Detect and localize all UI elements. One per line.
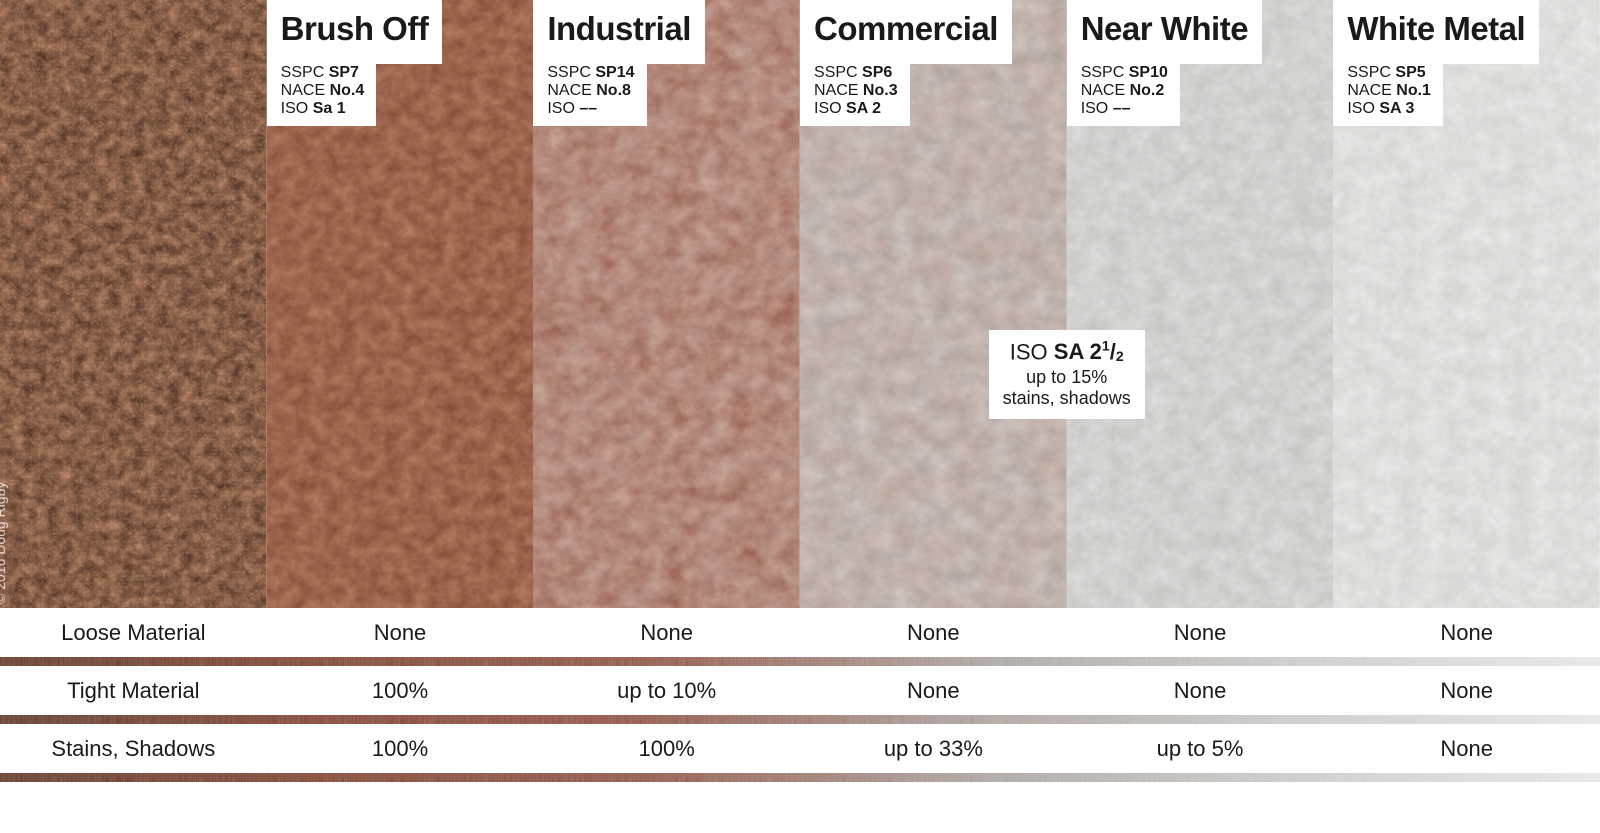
table-row: Stains, Shadows 100% 100% up to 33% up t… xyxy=(0,724,1600,773)
spec-sspc: SSPC SP5 xyxy=(1347,64,1431,82)
row-separator xyxy=(0,773,1600,782)
panel-specs-commercial: SSPC SP6 NACE No.3 ISO SA 2 xyxy=(800,58,910,126)
panel-brush-off: Brush Off SSPC SP7 NACE No.4 ISO Sa 1 xyxy=(267,0,534,608)
panel-label-white-metal: White Metal xyxy=(1333,0,1539,64)
panel-specs-brush-off: SSPC SP7 NACE No.4 ISO Sa 1 xyxy=(267,58,377,126)
row-label: Tight Material xyxy=(0,678,267,704)
table-cell: up to 10% xyxy=(533,678,800,704)
panel-title: White Metal xyxy=(1347,10,1525,48)
spec-sspc: SSPC SP6 xyxy=(814,64,898,82)
table-row: Tight Material 100% up to 10% None None … xyxy=(0,666,1600,715)
texture-heavy-rust xyxy=(0,0,267,608)
spec-iso: ISO SA 2 xyxy=(814,100,898,118)
panel-raw xyxy=(0,0,267,608)
spec-sspc: SSPC SP14 xyxy=(547,64,634,82)
spec-sspc: SSPC SP7 xyxy=(281,64,365,82)
criteria-table: Loose Material None None None None None … xyxy=(0,608,1600,782)
iso-sa-2-half-callout: ISO SA 21/2 up to 15% stains, shadows xyxy=(989,330,1145,419)
callout-desc: stains, shadows xyxy=(1003,388,1131,409)
spec-iso: ISO –– xyxy=(1081,100,1168,118)
spec-nace: NACE No.2 xyxy=(1081,82,1168,100)
row-label: Loose Material xyxy=(0,620,267,646)
table-cell: None xyxy=(1067,620,1334,646)
table-cell: None xyxy=(1333,678,1600,704)
table-cell: up to 5% xyxy=(1067,736,1334,762)
spec-iso: ISO SA 3 xyxy=(1347,100,1431,118)
texture-panels-row: © 2016 Doug Rigby xyxy=(0,0,1600,608)
row-label: Stains, Shadows xyxy=(0,736,267,762)
table-cell: 100% xyxy=(267,736,534,762)
panel-label-industrial: Industrial xyxy=(533,0,705,64)
panel-white-metal: White Metal SSPC SP5 NACE No.1 ISO SA 3 xyxy=(1333,0,1600,608)
panel-title: Near White xyxy=(1081,10,1248,48)
spec-sspc: SSPC SP10 xyxy=(1081,64,1168,82)
callout-iso-line: ISO SA 21/2 xyxy=(1003,338,1131,365)
table-row: Loose Material None None None None None xyxy=(0,608,1600,657)
table-cell: up to 33% xyxy=(800,736,1067,762)
table-cell: 100% xyxy=(533,736,800,762)
spec-iso: ISO –– xyxy=(547,100,634,118)
row-separator xyxy=(0,715,1600,724)
table-cell: 100% xyxy=(267,678,534,704)
panel-label-near-white: Near White xyxy=(1067,0,1262,64)
table-cell: None xyxy=(267,620,534,646)
table-cell: None xyxy=(1333,620,1600,646)
spec-nace: NACE No.4 xyxy=(281,82,365,100)
panel-title: Commercial xyxy=(814,10,998,48)
spec-nace: NACE No.8 xyxy=(547,82,634,100)
panel-specs-industrial: SSPC SP14 NACE No.8 ISO –– xyxy=(533,58,646,126)
callout-percent: up to 15% xyxy=(1003,367,1131,388)
panel-title: Industrial xyxy=(547,10,691,48)
panel-near-white: Near White SSPC SP10 NACE No.2 ISO –– xyxy=(1067,0,1334,608)
row-separator xyxy=(0,657,1600,666)
panel-title: Brush Off xyxy=(281,10,429,48)
panel-label-brush-off: Brush Off xyxy=(267,0,443,64)
panel-specs-near-white: SSPC SP10 NACE No.2 ISO –– xyxy=(1067,58,1180,126)
table-cell: None xyxy=(800,678,1067,704)
spec-iso: ISO Sa 1 xyxy=(281,100,365,118)
surface-prep-comparison-chart: © 2016 Doug Rigby xyxy=(0,0,1600,833)
spec-nace: NACE No.3 xyxy=(814,82,898,100)
table-cell: None xyxy=(1333,736,1600,762)
panel-industrial: Industrial SSPC SP14 NACE No.8 ISO –– xyxy=(533,0,800,608)
copyright-text: © 2016 Doug Rigby xyxy=(0,482,8,604)
panel-specs-white-metal: SSPC SP5 NACE No.1 ISO SA 3 xyxy=(1333,58,1443,126)
table-cell: None xyxy=(533,620,800,646)
spec-nace: NACE No.1 xyxy=(1347,82,1431,100)
table-cell: None xyxy=(800,620,1067,646)
table-cell: None xyxy=(1067,678,1334,704)
panel-commercial: Commercial SSPC SP6 NACE No.3 ISO SA 2 xyxy=(800,0,1067,608)
panel-label-commercial: Commercial xyxy=(800,0,1012,64)
